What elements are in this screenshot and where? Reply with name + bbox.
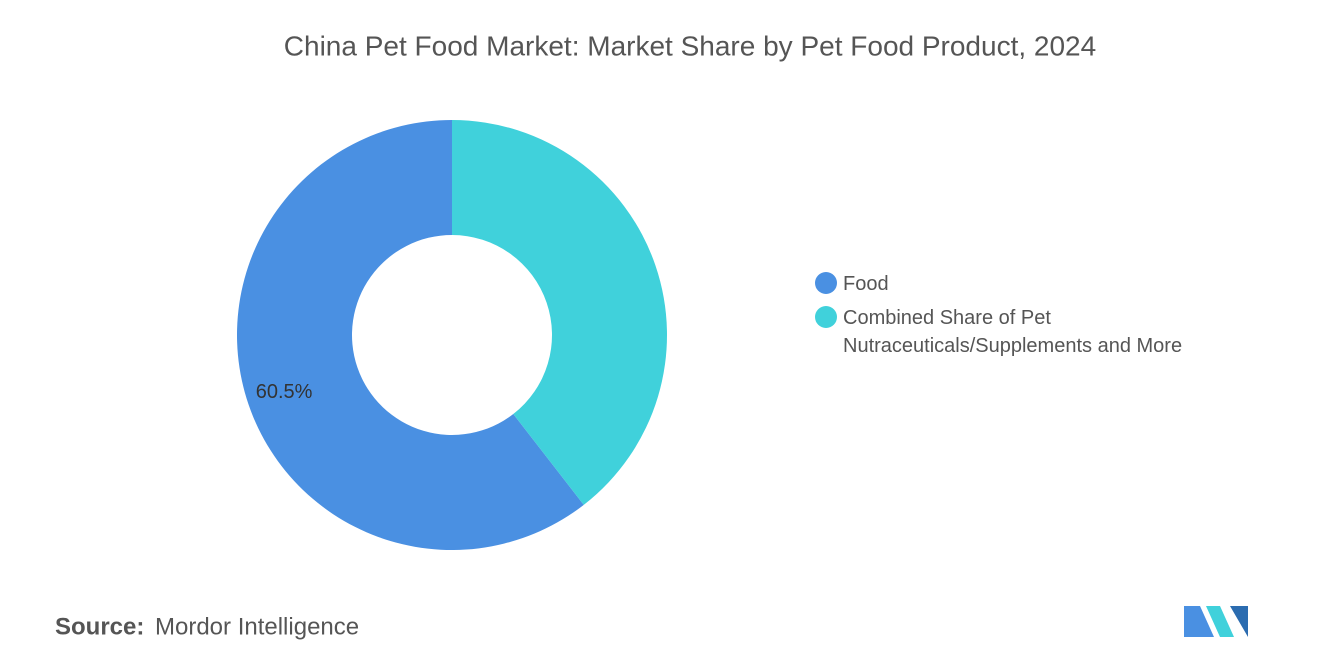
source: Mordor Intelligence — [155, 613, 359, 640]
logo-part — [1184, 606, 1214, 637]
legend-swatch — [815, 306, 837, 328]
chart-title: China Pet Food Market: Market Share by P… — [284, 30, 1096, 61]
logo — [1184, 606, 1248, 637]
slice — [236, 120, 584, 550]
logo-part — [1206, 606, 1234, 637]
legend-swatch — [815, 272, 837, 294]
legend-label: Combined Share of Pet Nutraceuticals/Sup… — [843, 307, 1183, 357]
legend-item: Combined Share of Pet Nutraceuticals/Sup… — [815, 304, 1235, 360]
data-label: 60.5% — [256, 381, 313, 403]
slice — [452, 120, 667, 505]
legend-label: Food — [843, 273, 889, 295]
donut: 60.5% — [236, 120, 667, 550]
legend-item: Food — [815, 270, 1235, 298]
logo-part — [1230, 606, 1248, 637]
legend: Food Combined Share of Pet Nutraceuticals… — [815, 270, 1235, 366]
source-label: Source: — [55, 613, 144, 640]
